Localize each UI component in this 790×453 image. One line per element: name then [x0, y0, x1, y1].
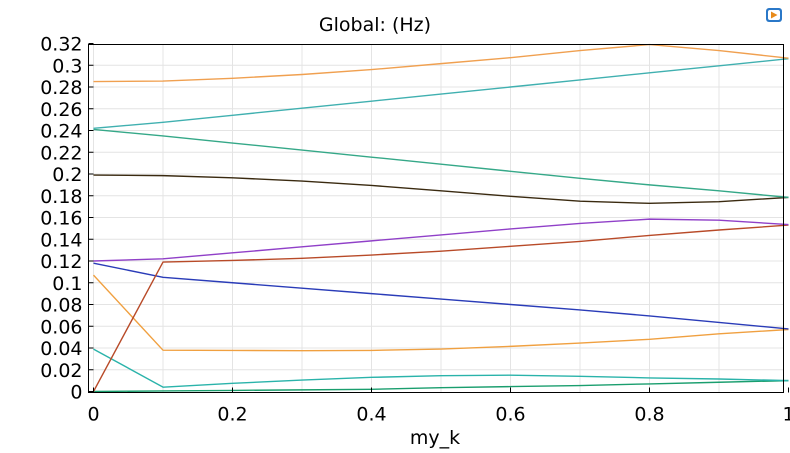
series-line-8: [93, 128, 789, 199]
y-tick-label: 0.28: [40, 77, 82, 99]
series-line-9: [93, 58, 789, 130]
y-tick-label: 0.24: [40, 121, 82, 143]
series-line-2: [93, 348, 789, 388]
chart-title: Global: (Hz): [319, 14, 431, 36]
y-tick-label: 0.08: [40, 295, 82, 317]
y-tick-label: 0.02: [40, 360, 82, 382]
app-logo-icon: [766, 8, 782, 22]
grid: [88, 44, 784, 393]
series-line-5: [92, 224, 789, 392]
x-tick-label: 0: [87, 404, 99, 426]
y-tick-label: 0.26: [40, 99, 82, 121]
y-tick-label: 0.2: [52, 164, 82, 186]
series-group: [92, 43, 789, 393]
y-tick-labels: 00.020.040.060.080.10.120.140.160.180.20…: [40, 34, 82, 404]
series-line-1: [93, 379, 789, 393]
series-line-6: [93, 218, 789, 262]
y-tick-label: 0.12: [40, 251, 82, 273]
y-tick-label: 0.3: [52, 55, 82, 77]
x-tick-label: 0.6: [495, 404, 525, 426]
y-tick-label: 0.22: [40, 142, 82, 164]
y-tick-label: 0.06: [40, 316, 82, 338]
y-tick-label: 0.32: [40, 34, 82, 56]
y-tick-label: 0.04: [40, 338, 82, 360]
y-tick-label: 0.14: [40, 229, 82, 251]
x-tick-label: 0.8: [634, 404, 664, 426]
x-tick-label: 0.2: [217, 404, 247, 426]
series-line-4: [93, 262, 789, 330]
series-line-7: [93, 174, 789, 205]
y-tick-label: 0: [70, 382, 82, 404]
x-tick-label: 1: [782, 404, 790, 426]
x-tick-labels: 0 0.2 0.4 0.6 0.8 1: [87, 404, 790, 426]
y-tick-label: 0.18: [40, 186, 82, 208]
x-axis-label: my_k: [410, 427, 460, 449]
y-tick-label: 0.1: [52, 273, 82, 295]
series-line-3: [92, 274, 789, 352]
x-tick-label: 0.4: [356, 404, 386, 426]
ticks: [88, 43, 789, 393]
plot-frame: [88, 44, 784, 393]
y-tick-label: 0.16: [40, 208, 82, 230]
series-line-10: [93, 43, 789, 83]
